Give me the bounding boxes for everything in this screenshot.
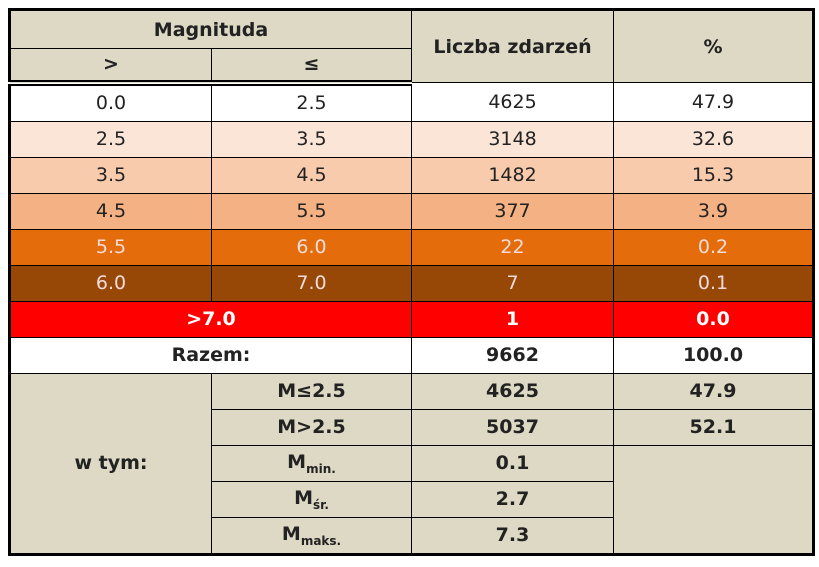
- label-sub: maks.: [300, 533, 342, 548]
- breakdown-row: M>2.5 5037 52.1: [9, 408, 814, 446]
- data-cell: 6.0: [211, 228, 412, 266]
- label-main: M: [294, 486, 313, 509]
- header-magnitude: Magnituda: [9, 9, 412, 49]
- data-cell: 15.3: [613, 156, 814, 194]
- data-row: 5.5 6.0 22 0.2: [9, 228, 814, 266]
- breakdown-value: 5037: [411, 408, 614, 446]
- breakdown-item-label: Mśr.: [211, 480, 412, 518]
- over-percent: 0.0: [613, 300, 814, 338]
- label-main: M: [287, 450, 307, 473]
- breakdown-row: w tym: M≤2.5 4625 47.9: [9, 372, 814, 555]
- breakdown-value: 2.7: [411, 480, 614, 518]
- data-cell: 5.5: [9, 228, 212, 266]
- data-cell: 22: [411, 228, 614, 266]
- data-row: 4.5 5.5 377 3.9: [9, 192, 814, 230]
- data-cell: 4625: [411, 82, 614, 122]
- breakdown-percent: 52.1: [613, 408, 814, 446]
- data-cell: 4.5: [9, 192, 212, 230]
- data-cell: 32.6: [613, 120, 814, 158]
- data-cell: 3148: [411, 120, 614, 158]
- data-row: 2.5 3.5 3148 32.6: [9, 120, 814, 158]
- breakdown-item-label: Mmaks.: [211, 516, 412, 555]
- data-cell: 5.5: [211, 192, 412, 230]
- data-cell: 0.0: [9, 82, 212, 122]
- total-percent: 100.0: [613, 336, 814, 374]
- data-cell: 1482: [411, 156, 614, 194]
- breakdown-value: 4625: [411, 372, 614, 410]
- header-le: ≤: [211, 48, 412, 86]
- data-cell: 377: [411, 192, 614, 230]
- over-count: 1: [411, 300, 614, 338]
- data-cell: 0.1: [613, 264, 814, 302]
- breakdown-label: w tym:: [9, 372, 212, 555]
- data-cell: 2.5: [9, 120, 212, 158]
- label-main: M: [281, 522, 301, 545]
- data-cell: 47.9: [613, 82, 814, 122]
- data-cell: 4.5: [211, 156, 412, 194]
- header-gt: >: [9, 48, 212, 86]
- breakdown-item-label: M≤2.5: [211, 372, 412, 410]
- header-percent: %: [613, 9, 814, 83]
- data-cell: 3.5: [211, 120, 412, 158]
- data-row: 0.0 2.5 4625 47.9: [9, 82, 814, 122]
- data-cell: 7: [411, 264, 614, 302]
- breakdown-item-label: Mmin.: [211, 444, 412, 482]
- data-cell: 2.5: [211, 82, 412, 122]
- data-cell: 7.0: [211, 264, 412, 302]
- breakdown-percent: 47.9: [613, 372, 814, 410]
- label-sub: śr.: [313, 497, 329, 512]
- breakdown-item-label: M>2.5: [211, 408, 412, 446]
- total-label: Razem:: [9, 336, 412, 374]
- data-row: 6.0 7.0 7 0.1: [9, 264, 814, 302]
- data-cell: 6.0: [9, 264, 212, 302]
- empty-cell: [613, 444, 814, 555]
- breakdown-value: 7.3: [411, 516, 614, 555]
- data-cell: 0.2: [613, 228, 814, 266]
- data-row: 3.5 4.5 1482 15.3: [9, 156, 814, 194]
- total-count: 9662: [411, 336, 614, 374]
- label-sub: min.: [306, 461, 336, 476]
- magnitude-table: Magnituda Liczba zdarzeń% > ≤ 0.0 2.5 4625 47…: [8, 8, 815, 556]
- header-count: Liczba zdarzeń: [411, 9, 614, 83]
- breakdown-value: 0.1: [411, 444, 614, 482]
- over-label: >7.0: [9, 300, 412, 338]
- data-cell: 3.9: [613, 192, 814, 230]
- data-cell: 3.5: [9, 156, 212, 194]
